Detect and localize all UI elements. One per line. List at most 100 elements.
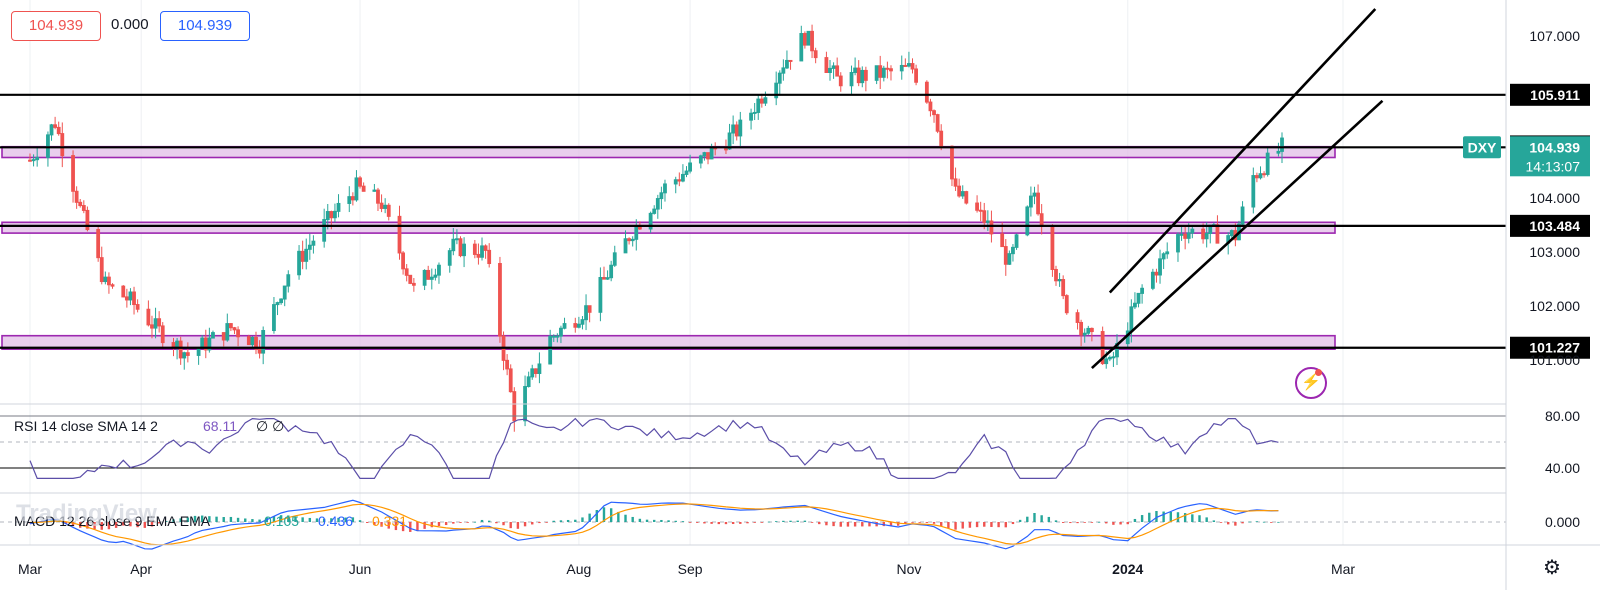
macd-histogram-bar <box>1061 522 1065 523</box>
candle-body <box>709 147 714 160</box>
macd-histogram-bar <box>423 522 426 529</box>
macd-histogram-bar <box>581 517 584 522</box>
macd-histogram-bar <box>351 517 355 522</box>
horizontal-levels[interactable] <box>0 93 1506 349</box>
macd-histogram-bar <box>114 522 118 528</box>
candle-body <box>49 124 54 136</box>
candle-body <box>526 376 531 388</box>
trend-channel[interactable] <box>1090 8 1384 370</box>
candle-body <box>960 191 965 197</box>
sell-price-box[interactable]: 104.939 <box>11 11 101 41</box>
candle-body <box>221 332 226 341</box>
macd-histogram-bar <box>653 519 656 522</box>
candle-body <box>1258 173 1263 179</box>
trend-channel-line <box>1090 99 1384 370</box>
macd-histogram-bar <box>825 522 828 526</box>
trend-channel-line <box>1108 8 1377 294</box>
candle-body <box>379 202 384 209</box>
candle-body <box>752 111 757 114</box>
macd-histogram-bar <box>617 511 620 522</box>
macd-histogram-bar <box>538 522 541 524</box>
candle-body <box>1280 137 1284 152</box>
macd-histogram-bar <box>782 520 785 522</box>
candle-body <box>806 30 811 46</box>
macd-histogram-bar <box>193 515 197 522</box>
macd-histogram-bar <box>1191 514 1194 522</box>
candle-body <box>246 336 251 346</box>
candle-body <box>1079 321 1084 336</box>
candle-body <box>838 75 843 87</box>
macd-histogram-bar <box>444 522 448 526</box>
macd-histogram-bar <box>387 522 390 529</box>
macd-histogram-bar <box>272 516 276 522</box>
candle-body <box>376 189 380 204</box>
candle-body <box>455 238 459 241</box>
candle-body <box>964 191 969 204</box>
candle-body <box>939 130 944 147</box>
candle-body <box>734 124 739 137</box>
macd-histogram-bar <box>882 522 886 527</box>
lightning-icon[interactable]: ⚡ <box>1295 367 1327 399</box>
macd-histogram-bar <box>200 515 204 522</box>
candle-body <box>300 250 305 262</box>
candle-body <box>863 69 868 81</box>
settings-gear-icon[interactable]: ⚙ <box>1543 557 1561 579</box>
macd-histogram-bar <box>172 519 175 522</box>
macd-histogram-bar <box>1183 513 1187 522</box>
candle-body <box>907 63 911 67</box>
macd-histogram-bar <box>394 522 398 531</box>
price-axis[interactable]: 105.911104.955103.484101.227107.000104.0… <box>1463 28 1590 368</box>
candle-body <box>78 201 83 207</box>
macd-histogram-bar <box>473 521 477 523</box>
macd-histogram-bar <box>975 522 979 528</box>
price-axis-label: 103.000 <box>1529 244 1580 260</box>
candle-body <box>157 318 162 327</box>
candle-body <box>1014 234 1019 248</box>
macd-histogram-bar <box>1119 522 1122 525</box>
candle-body <box>881 67 886 78</box>
candle-body <box>774 82 779 99</box>
candle-body <box>121 285 126 298</box>
candle-body <box>304 248 309 262</box>
candle-body <box>756 98 761 113</box>
candle-body <box>648 212 653 230</box>
candle-body <box>1276 150 1281 154</box>
price-zone <box>1 221 1336 234</box>
macd-legend-macd: 0.436 <box>318 513 353 529</box>
candle-body <box>587 305 592 313</box>
candle-body <box>1262 173 1266 176</box>
candle-body <box>673 179 678 185</box>
candle-body <box>663 183 667 194</box>
candle-body <box>182 352 187 359</box>
macd-histogram-bar <box>1270 522 1273 523</box>
candle-body <box>1176 234 1180 253</box>
macd-histogram-bar <box>688 522 692 523</box>
candle-body <box>914 68 918 83</box>
macd-histogram-bar <box>229 516 233 522</box>
macd-histogram-bar <box>1255 521 1259 523</box>
time-axis[interactable]: Mar Apr Jun Aug Sep Nov 2024 Mar <box>18 561 1355 577</box>
candle-body <box>975 202 979 211</box>
candles <box>28 24 1284 432</box>
candle-body <box>372 189 377 192</box>
candle-body <box>724 148 728 151</box>
macd-histogram-bar <box>308 517 312 522</box>
candle-body <box>584 305 588 321</box>
macd-histogram-bar <box>731 522 735 525</box>
candle-body <box>404 268 409 276</box>
macd-histogram-bar <box>947 522 950 529</box>
candle-body <box>74 190 79 203</box>
macd-histogram-bar <box>258 519 261 522</box>
countdown-label: 14:13:07 <box>1526 158 1581 174</box>
macd-histogram-bar <box>1198 515 1201 522</box>
macd-histogram-bar <box>143 522 146 528</box>
macd-histogram-bar <box>839 522 842 527</box>
candle-body <box>1011 246 1015 255</box>
candle-body <box>99 257 104 283</box>
macd-histogram-bar <box>1083 522 1086 523</box>
macd-histogram-bar <box>301 517 304 522</box>
buy-price-box[interactable]: 104.939 <box>160 11 250 41</box>
candle-body <box>447 250 452 266</box>
macd-histogram-bar <box>64 522 68 525</box>
